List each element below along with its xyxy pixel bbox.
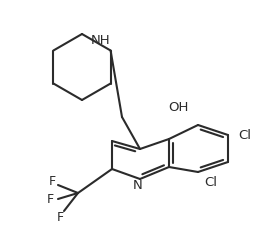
Text: F: F — [56, 211, 63, 224]
Text: NH: NH — [90, 34, 110, 46]
Text: F: F — [47, 193, 54, 206]
Text: Cl: Cl — [238, 129, 251, 142]
Text: OH: OH — [168, 101, 188, 114]
Text: Cl: Cl — [204, 176, 217, 189]
Text: N: N — [133, 179, 143, 192]
Text: F: F — [48, 175, 56, 188]
